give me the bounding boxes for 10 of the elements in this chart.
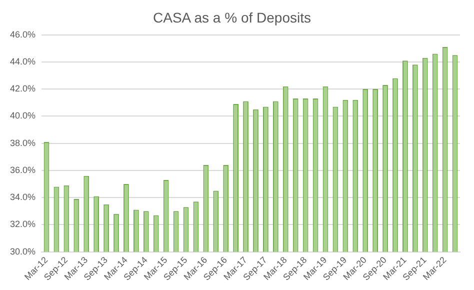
y-tick-label: 34.0% (10, 192, 36, 202)
y-tick-label: 46.0% (10, 29, 36, 40)
y-tick-label: 32.0% (10, 219, 36, 230)
y-tick-label: 42.0% (10, 84, 36, 94)
y-tick-label: 44.0% (10, 56, 36, 66)
y-tick-label: 38.0% (10, 138, 36, 148)
y-tick-label: 40.0% (10, 110, 36, 121)
chart-title: CASA as a % of Deposits (153, 9, 311, 26)
y-tick-label: 30.0% (10, 246, 36, 256)
y-tick-label: 36.0% (10, 164, 36, 175)
